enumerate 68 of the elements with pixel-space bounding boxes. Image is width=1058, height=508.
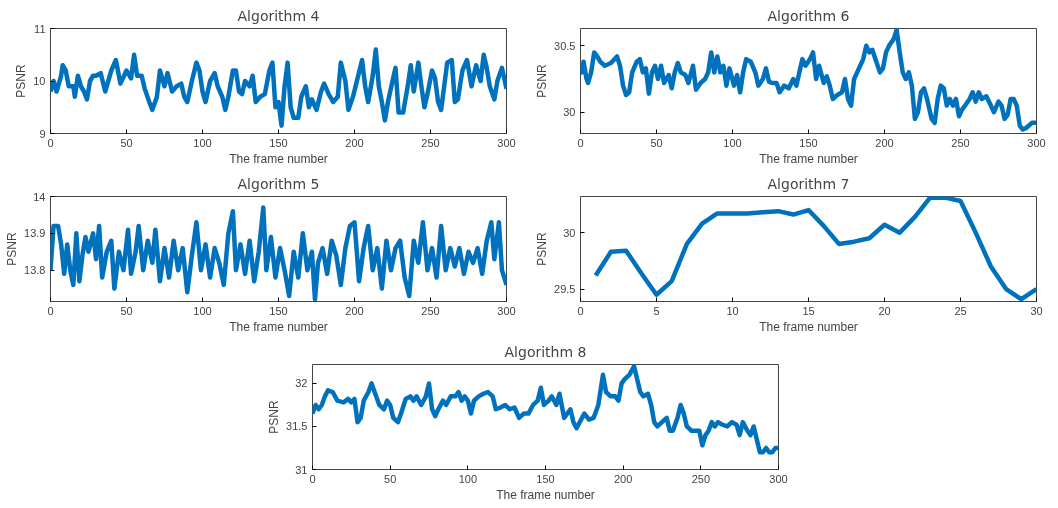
x-tick-label: 150	[799, 136, 818, 149]
x-tick-label: 300	[497, 304, 516, 317]
x-tick-label: 250	[951, 136, 970, 149]
x-tick-label: 20	[878, 304, 891, 317]
x-tick-label: 150	[269, 304, 288, 317]
x-tick-label: 300	[497, 136, 516, 149]
x-tick-label: 15	[802, 304, 815, 317]
x-tick-label: 50	[650, 136, 663, 149]
y-tick-label: 31.5	[286, 420, 308, 433]
x-tick-label: 150	[269, 136, 288, 149]
y-axis-title: PSNR	[535, 64, 550, 98]
x-tick-label: 200	[345, 136, 364, 149]
x-tick-label: 300	[769, 472, 788, 485]
x-axis-title: The frame number	[759, 151, 858, 166]
y-tick-label: 10	[33, 75, 46, 87]
chart-title: Algorithm 8	[504, 343, 587, 360]
y-tick-label: 13.9	[24, 227, 46, 240]
chart-title: Algorithm 4	[237, 7, 320, 24]
x-tick-label: 50	[384, 472, 397, 485]
x-tick-label: 200	[345, 304, 364, 317]
y-tick-label: 31	[295, 463, 308, 476]
x-tick-label: 25	[954, 304, 967, 317]
x-tick-label: 0	[577, 136, 584, 149]
y-tick-label: 30	[563, 106, 576, 119]
x-tick-label: 200	[613, 472, 633, 485]
x-tick-label: 300	[1027, 136, 1046, 149]
y-axis-title: PSNR	[535, 232, 550, 266]
chart-title: Algorithm 5	[237, 175, 320, 192]
chart-title: Algorithm 6	[767, 7, 850, 24]
y-tick-label: 30	[563, 226, 576, 239]
line-series	[593, 196, 1037, 302]
y-axis-title: PSNR	[267, 400, 282, 434]
x-tick-label: 200	[875, 136, 894, 149]
x-tick-label: 0	[47, 136, 54, 149]
x-tick-label: 0	[577, 304, 584, 317]
x-tick-label: 50	[120, 304, 133, 317]
x-tick-label: 150	[536, 472, 555, 485]
x-tick-label: 250	[421, 304, 440, 317]
y-tick-label: 9	[39, 127, 46, 140]
x-tick-label: 50	[120, 136, 133, 149]
x-tick-label: 10	[726, 304, 739, 317]
y-tick-label: 30.5	[554, 39, 576, 52]
y-tick-label: 32	[295, 377, 308, 390]
line-series	[580, 28, 1037, 132]
line-series	[50, 205, 507, 302]
line-series	[50, 47, 507, 128]
y-tick-label: 13.8	[24, 264, 46, 277]
x-tick-label: 0	[309, 472, 316, 485]
y-tick-label: 14	[33, 190, 46, 203]
x-tick-label: 100	[193, 136, 212, 149]
x-tick-label: 100	[193, 304, 212, 317]
y-tick-label: 11	[34, 22, 46, 35]
line-series	[312, 364, 779, 455]
y-axis-title: PSNR	[5, 232, 20, 266]
x-tick-label: 100	[723, 136, 742, 149]
y-axis-title: PSNR	[14, 64, 29, 98]
y-tick-label: 29.5	[554, 283, 576, 296]
chart-title: Algorithm 7	[767, 175, 850, 192]
x-tick-label: 250	[421, 136, 440, 149]
x-axis-title: The frame number	[229, 151, 328, 166]
x-tick-label: 250	[691, 472, 711, 485]
x-tick-label: 5	[653, 304, 660, 317]
x-axis-title: The frame number	[229, 319, 328, 334]
x-tick-label: 100	[458, 472, 478, 485]
x-axis-title: The frame number	[759, 319, 858, 334]
x-tick-label: 0	[47, 304, 54, 317]
x-tick-label: 30	[1030, 304, 1043, 317]
x-axis-title: The frame number	[496, 487, 595, 502]
